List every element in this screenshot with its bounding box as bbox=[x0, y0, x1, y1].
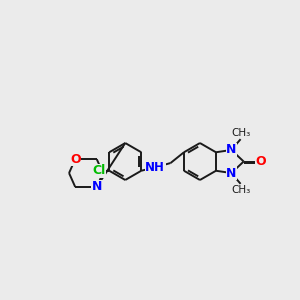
Text: CH₃: CH₃ bbox=[231, 128, 250, 138]
Text: Cl: Cl bbox=[93, 164, 106, 177]
Text: N: N bbox=[92, 180, 102, 194]
Text: N: N bbox=[226, 167, 236, 180]
Text: O: O bbox=[255, 155, 266, 168]
Text: CH₃: CH₃ bbox=[231, 185, 250, 195]
Text: O: O bbox=[70, 153, 80, 166]
Text: NH: NH bbox=[145, 161, 165, 174]
Text: N: N bbox=[226, 143, 236, 157]
